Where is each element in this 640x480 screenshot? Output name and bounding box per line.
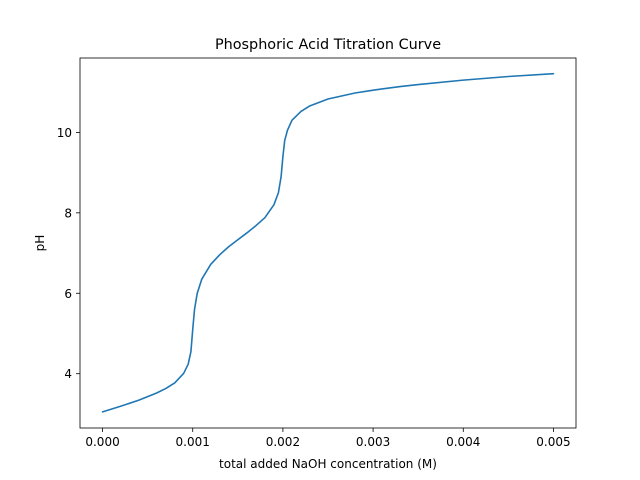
x-axis-ticks: 0.000 0.001 0.002 0.003 0.004 0.005 <box>85 428 571 449</box>
x-tick-label: 0.004 <box>446 435 480 449</box>
y-tick-label: 4 <box>64 367 72 381</box>
x-axis-label: total added NaOH concentration (M) <box>219 457 437 471</box>
x-tick-label: 0.000 <box>85 435 119 449</box>
y-axis-label: pH <box>33 235 47 252</box>
x-tick-label: 0.001 <box>176 435 210 449</box>
x-tick-label: 0.002 <box>266 435 300 449</box>
series-layer <box>101 72 555 413</box>
chart-title: Phosphoric Acid Titration Curve <box>215 37 441 53</box>
y-tick-label: 10 <box>57 126 72 140</box>
y-tick-label: 8 <box>64 206 72 220</box>
series-line-1 <box>101 72 555 413</box>
x-tick-label: 0.003 <box>356 435 390 449</box>
axes-frame <box>79 57 577 429</box>
plot-area <box>79 57 577 429</box>
y-axis-ticks: 4 6 8 10 <box>57 126 80 381</box>
x-tick-label: 0.005 <box>536 435 570 449</box>
y-tick-label: 6 <box>64 287 72 301</box>
